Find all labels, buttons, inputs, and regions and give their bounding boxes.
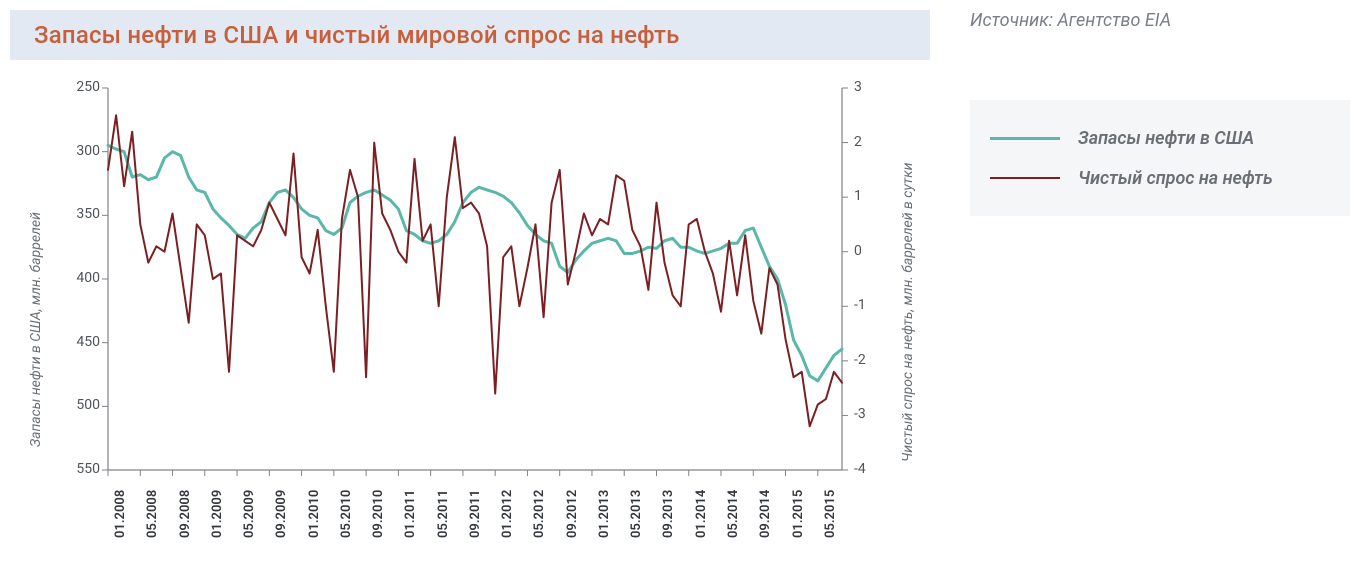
y-left-tick: 550 (64, 461, 100, 477)
x-tick: 09.2012 (565, 490, 580, 538)
x-tick: 05.2008 (145, 490, 160, 538)
x-tick: 01.2014 (694, 490, 709, 538)
x-tick: 05.2012 (532, 490, 547, 538)
y-left-tick: 250 (64, 79, 100, 95)
x-tick: 09.2009 (274, 490, 289, 538)
y-right-tick: -3 (854, 406, 866, 422)
source-text: Источник: Агентство EIA (970, 10, 1171, 31)
y-right-tick: -4 (854, 461, 866, 477)
legend-label-net-demand: Чистый спрос на нефть (1078, 168, 1273, 189)
y-left-tick: 500 (64, 397, 100, 413)
x-tick: 05.2010 (339, 490, 354, 538)
x-tick: 01.2011 (403, 490, 418, 538)
x-tick: 01.2015 (791, 490, 806, 538)
x-tick: 09.2008 (178, 490, 193, 538)
legend-label-inventories: Запасы нефти в США (1078, 128, 1254, 149)
legend-swatch-net-demand (990, 177, 1060, 179)
x-tick: 09.2013 (661, 490, 676, 538)
x-tick: 09.2011 (468, 490, 483, 538)
x-tick: 09.2010 (371, 490, 386, 538)
y-left-axis-label: Запасы нефти в США, млн. баррелей (28, 212, 44, 447)
legend-item-net-demand: Чистый спрос на нефть (990, 158, 1330, 198)
page-root: Запасы нефти в США и чистый мировой спро… (0, 0, 1369, 564)
y-left-tick: 450 (64, 334, 100, 350)
y-right-tick: 2 (854, 134, 862, 150)
y-right-tick: 3 (854, 79, 862, 95)
x-tick: 01.2008 (113, 490, 128, 538)
y-right-tick: 1 (854, 188, 862, 204)
chart-title-bar: Запасы нефти в США и чистый мировой спро… (10, 10, 930, 60)
x-tick: 01.2009 (210, 490, 225, 538)
y-left-tick: 400 (64, 270, 100, 286)
x-tick: 05.2014 (726, 490, 741, 538)
y-right-tick: -1 (854, 297, 866, 313)
legend: Запасы нефти в США Чистый спрос на нефть (970, 100, 1350, 216)
x-tick: 05.2011 (436, 490, 451, 538)
chart-title: Запасы нефти в США и чистый мировой спро… (34, 21, 680, 49)
chart-container: Запасы нефти в США, млн. баррелей Чистый… (10, 70, 930, 554)
y-right-tick: 0 (854, 243, 862, 259)
x-tick: 05.2013 (629, 490, 644, 538)
legend-swatch-inventories (990, 137, 1060, 140)
legend-item-inventories: Запасы нефти в США (990, 118, 1330, 158)
y-right-axis-label: Чистый спрос на нефть, млн. баррелей в с… (900, 163, 916, 462)
x-tick: 01.2012 (500, 490, 515, 538)
y-right-tick: -2 (854, 352, 866, 368)
y-left-tick: 300 (64, 143, 100, 159)
x-tick: 05.2009 (242, 490, 257, 538)
x-tick: 01.2010 (307, 490, 322, 538)
y-left-tick: 350 (64, 206, 100, 222)
chart-svg (10, 70, 930, 554)
x-tick: 01.2013 (597, 490, 612, 538)
x-tick: 09.2014 (758, 490, 773, 538)
x-tick: 05.2015 (823, 490, 838, 538)
